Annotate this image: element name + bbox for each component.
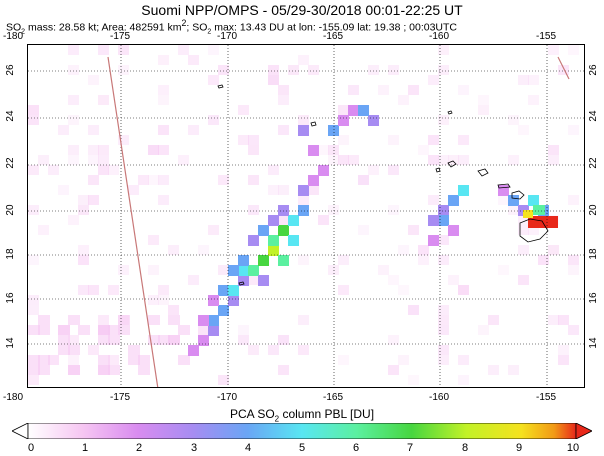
lon-tick-bottom: -155 bbox=[535, 392, 557, 403]
colorbar-label: 0 bbox=[27, 442, 35, 454]
lat-tick-left: 24 bbox=[5, 110, 17, 122]
lat-tick-right: 20 bbox=[588, 204, 600, 216]
lat-tick-right: 18 bbox=[588, 248, 600, 260]
molokai-coastline bbox=[497, 183, 511, 189]
lat-tick-left: 18 bbox=[5, 248, 17, 260]
colorbar-right-arrow bbox=[575, 423, 592, 439]
colorbar-left-arrow bbox=[12, 423, 29, 439]
niihau-coastline bbox=[435, 167, 441, 173]
lon-tick-top: -175 bbox=[109, 31, 131, 42]
colorbar-label: 7 bbox=[406, 442, 414, 454]
lon-tick-top: -170 bbox=[216, 31, 238, 42]
lon-tick-bottom: -160 bbox=[428, 392, 450, 403]
lat-tick-left: 14 bbox=[5, 337, 17, 349]
colorbar-label: 4 bbox=[244, 442, 252, 454]
lat-tick-right: 24 bbox=[588, 110, 600, 122]
trajectory-line-left bbox=[107, 56, 159, 387]
lat-tick-left: 20 bbox=[5, 204, 17, 216]
so2-statistics: SO2 mass: 28.58 kt; Area: 482591 km2; SO… bbox=[6, 18, 458, 36]
colorbar-label: 6 bbox=[352, 442, 360, 454]
kauai-coastline bbox=[447, 160, 457, 168]
lat-tick-right: 16 bbox=[588, 292, 600, 304]
so2-pixel-layer bbox=[28, 45, 579, 385]
colorbar-label: 8 bbox=[461, 442, 469, 454]
so2-map bbox=[28, 45, 584, 387]
maui-coastline bbox=[511, 190, 525, 200]
colorbar-label: 2 bbox=[135, 442, 143, 454]
colorbar-label: 1 bbox=[81, 442, 89, 454]
lon-tick-top: -155 bbox=[535, 31, 557, 42]
so2-map-panel bbox=[27, 44, 585, 388]
trajectory-line-right bbox=[557, 56, 570, 80]
lon-tick-bottom: -180 bbox=[2, 392, 24, 403]
lat-tick-right: 22 bbox=[588, 157, 600, 169]
gardner-coastline bbox=[238, 281, 245, 286]
lat-tick-right: 14 bbox=[588, 337, 600, 349]
lon-tick-top: -160 bbox=[428, 31, 450, 42]
lat-tick-left: 16 bbox=[5, 292, 17, 304]
lon-tick-top: -165 bbox=[322, 31, 344, 42]
map-title: Suomi NPP/OMPS - 05/29-30/2018 00:01-22:… bbox=[141, 2, 463, 18]
lat-tick-left: 22 bbox=[5, 157, 17, 169]
colorbar-label: 9 bbox=[515, 442, 523, 454]
colorbar-label: 3 bbox=[190, 442, 198, 454]
colorbar bbox=[12, 423, 592, 439]
colorbar-title: PCA SO2 column PBL [DU] bbox=[229, 407, 375, 424]
lat-tick-right: 26 bbox=[588, 64, 600, 76]
hawaii-big-island-coastline bbox=[519, 218, 549, 243]
lon-tick-top: -180 bbox=[2, 31, 24, 42]
laysan-coastline bbox=[310, 121, 317, 127]
lon-tick-bottom: -170 bbox=[216, 392, 238, 403]
lat-tick-left: 26 bbox=[5, 64, 17, 76]
colorbar-ramp bbox=[27, 423, 577, 439]
lon-tick-bottom: -165 bbox=[322, 392, 344, 403]
oahu-coastline bbox=[477, 168, 489, 177]
graticule bbox=[28, 45, 584, 387]
lon-tick-bottom: -175 bbox=[109, 392, 131, 403]
colorbar-label: 5 bbox=[298, 442, 306, 454]
colorbar-label: 10 bbox=[566, 442, 580, 454]
maro-coastline bbox=[217, 84, 224, 89]
hawaii-coastlines bbox=[217, 84, 549, 286]
nihoa-coastline bbox=[447, 110, 453, 115]
